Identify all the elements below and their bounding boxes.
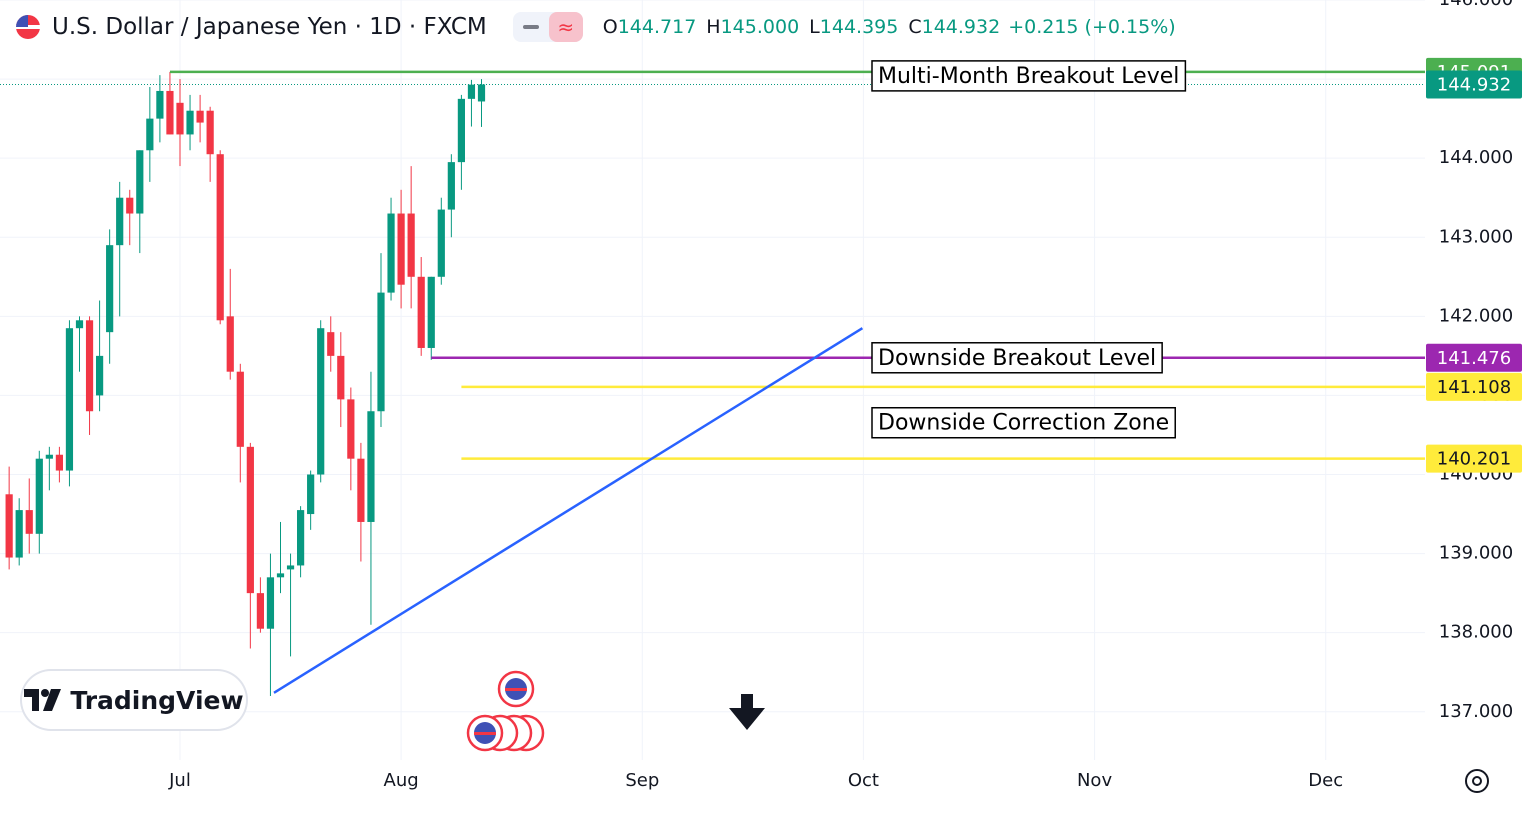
ohlc-value: 144.717 [617, 16, 697, 38]
candle-body [236, 371, 244, 447]
candle-body [186, 110, 194, 135]
candle-body [377, 292, 385, 412]
candle-body [216, 154, 224, 321]
price-tag-label: 140.201 [1437, 449, 1511, 470]
x-tick-label: Jul [168, 770, 191, 791]
toggle[interactable]: ≈ [512, 12, 583, 42]
symbol-title: U.S. Dollar / Japanese Yen · 1D · FXCM [52, 14, 487, 40]
candle-body [387, 213, 395, 293]
level-label: Downside Breakout Level [878, 346, 1156, 371]
candle-body [276, 573, 285, 578]
candle-body [206, 110, 214, 155]
candle-body [427, 276, 435, 348]
candle-body [337, 355, 345, 400]
brand-logo[interactable]: TradingView [22, 671, 246, 729]
zone-label-box [871, 406, 1176, 439]
candle-body [95, 355, 104, 396]
logo-icon [24, 689, 62, 711]
candle-body [126, 197, 134, 214]
candle-body [407, 213, 415, 277]
candle-body [85, 320, 94, 412]
y-tick-label: 142.000 [1439, 305, 1513, 326]
candle-body [136, 150, 144, 214]
candle-body [156, 90, 164, 119]
candle-body [457, 98, 465, 163]
y-tick-label: 139.000 [1439, 543, 1513, 564]
settings-icon[interactable] [1465, 769, 1489, 793]
ohlc-value: 145.000 [720, 16, 800, 38]
y-tick-label: 144.000 [1439, 147, 1513, 168]
trendline [273, 327, 864, 694]
arrow-icon [729, 694, 765, 730]
candle-body [176, 102, 184, 135]
price-tag [1426, 70, 1522, 99]
candle-body [317, 328, 325, 475]
price-tag-label: 144.932 [1437, 74, 1511, 95]
candle-body [437, 209, 445, 277]
brand-name: TradingView [70, 685, 244, 715]
level-label-box [871, 342, 1163, 374]
candle-body [5, 494, 13, 558]
x-tick-label: Sep [625, 770, 659, 791]
candle-body [286, 565, 295, 570]
candle-body [266, 577, 275, 629]
candle-body [397, 213, 405, 285]
level-label: Multi-Month Breakout Level [878, 64, 1179, 89]
ohlc-key: C [908, 16, 922, 38]
y-tick-label: 143.000 [1439, 226, 1513, 247]
ohlc-key: L [809, 16, 820, 38]
candle-body [116, 197, 124, 246]
candle-body [166, 90, 174, 135]
price-tag [1426, 444, 1522, 473]
x-tick-label: Nov [1077, 770, 1112, 791]
candle-body [55, 454, 63, 471]
candle-body [307, 474, 315, 515]
flag-icon [16, 15, 40, 39]
candle-body [477, 84, 486, 102]
candle-body [65, 328, 74, 471]
candle-body [45, 454, 53, 459]
candle-body [447, 162, 455, 210]
candle-body [467, 84, 476, 99]
ohlc-legend: O144.717 H145.000 L144.395 C144.932 +0.215 (… [593, 16, 1176, 38]
price-tag [1426, 372, 1522, 401]
header: U.S. Dollar / Japanese Yen · 1D · FXCM ≈… [14, 10, 1176, 44]
candle-body [106, 245, 114, 333]
candle-body [417, 276, 425, 348]
price-tag [1426, 343, 1522, 372]
event-icons[interactable] [466, 670, 545, 752]
ohlc-value: 144.932 [921, 16, 1001, 38]
candle-body [196, 110, 204, 123]
candle-body [357, 458, 365, 522]
change-value: +0.215 (+0.15%) [1008, 16, 1176, 38]
candle-body [35, 458, 43, 534]
ohlc-value: 144.395 [819, 16, 899, 38]
y-tick-label: 138.000 [1439, 622, 1513, 643]
candle-body [296, 510, 305, 566]
candle-body [146, 118, 154, 151]
price-tag-label: 141.476 [1437, 348, 1511, 369]
candle-body [347, 399, 355, 459]
candle-body [75, 320, 84, 329]
candle-body [327, 332, 335, 356]
x-tick-label: Oct [848, 770, 879, 791]
x-tick-label: Aug [384, 770, 419, 791]
price-tag-label: 141.108 [1437, 377, 1511, 398]
candle-body [246, 446, 254, 594]
candle-body [25, 510, 33, 534]
candle-body [256, 593, 264, 629]
y-tick-label: 137.000 [1439, 701, 1513, 722]
candle-body [367, 411, 375, 522]
y-tick-label: 146.000 [1439, 0, 1513, 10]
candle-body [226, 316, 234, 372]
ohlc-key: O [602, 16, 618, 38]
level-label-box [871, 60, 1187, 92]
ohlc-key: H [706, 16, 721, 38]
x-tick-label: Dec [1308, 770, 1343, 791]
zone-label: Downside Correction Zone [878, 411, 1169, 436]
candle-body [15, 510, 23, 558]
